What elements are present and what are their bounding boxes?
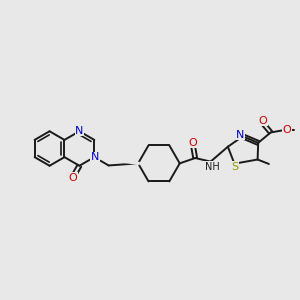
Text: N: N — [236, 130, 244, 140]
Text: N: N — [75, 126, 84, 136]
Text: O: O — [282, 125, 291, 135]
Text: N: N — [91, 152, 99, 162]
Text: O: O — [258, 116, 267, 126]
Text: O: O — [68, 173, 77, 183]
Text: O: O — [188, 138, 197, 148]
Text: S: S — [231, 162, 239, 172]
Text: NH: NH — [205, 162, 220, 172]
